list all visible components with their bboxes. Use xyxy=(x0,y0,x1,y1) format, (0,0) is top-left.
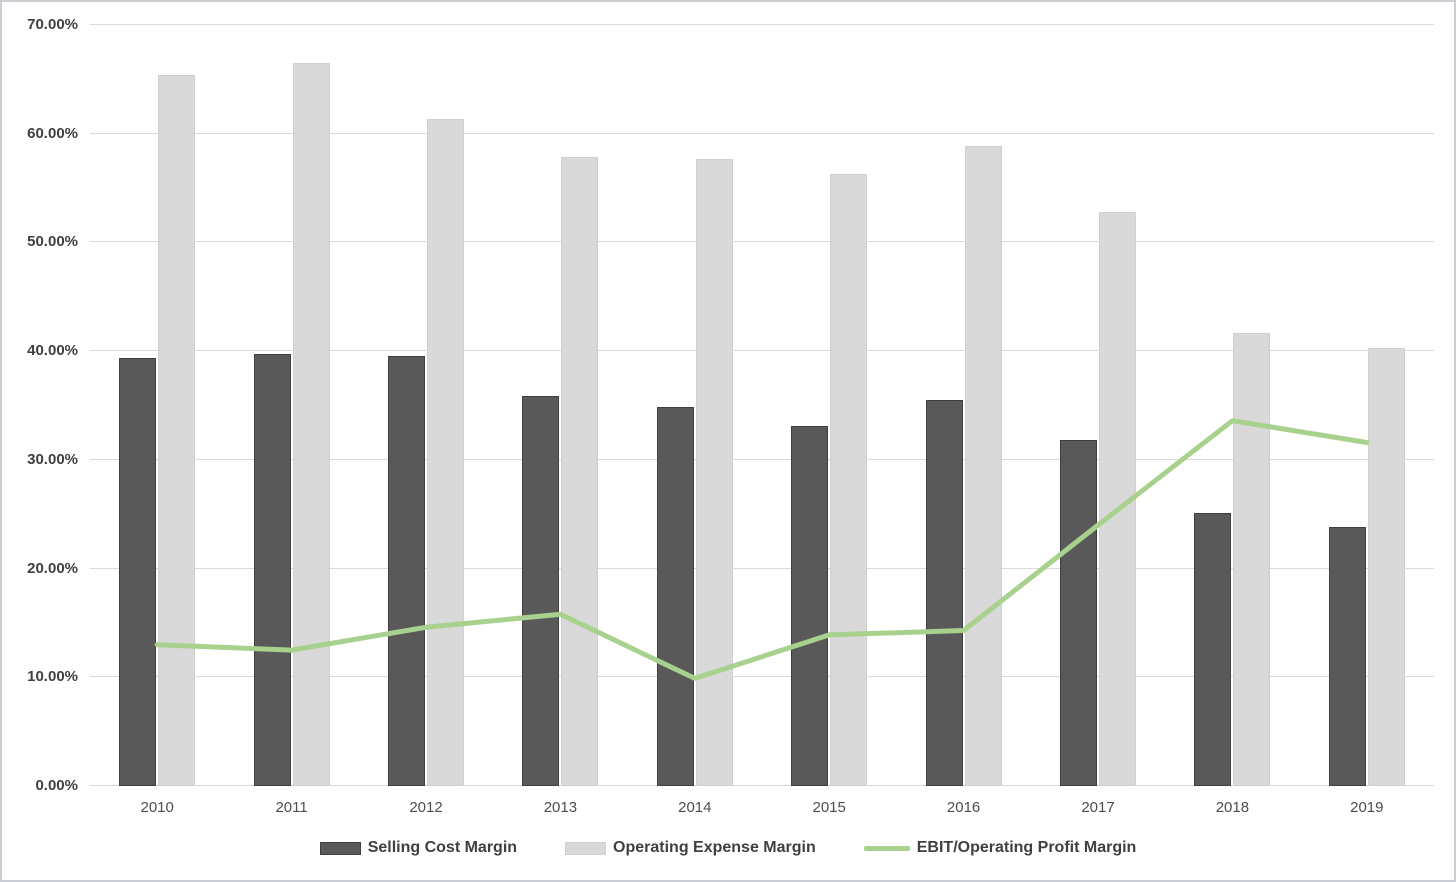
x-axis-label: 2015 xyxy=(812,799,846,816)
gridline xyxy=(90,24,1434,25)
y-axis-label: 30.00% xyxy=(27,450,78,468)
ebit-line xyxy=(154,418,1370,681)
legend-item: Selling Cost Margin xyxy=(319,839,518,857)
bar xyxy=(1194,513,1232,786)
x-axis-label: 2017 xyxy=(1081,799,1115,816)
bar xyxy=(1367,347,1405,786)
x-axis-label: 2019 xyxy=(1350,799,1384,816)
legend-bar-swatch-icon xyxy=(319,841,361,855)
legend-bar-swatch-icon xyxy=(565,841,607,855)
bar xyxy=(830,173,868,786)
legend-label: EBIT/Operating Profit Margin xyxy=(916,839,1137,856)
bar xyxy=(253,354,291,786)
bar xyxy=(1328,527,1366,786)
bar xyxy=(656,406,694,786)
legend-label: Operating Expense Margin xyxy=(613,839,816,856)
bar xyxy=(158,75,196,786)
bar xyxy=(292,63,330,786)
gridline xyxy=(90,676,1434,678)
legend-line-swatch-icon xyxy=(863,845,910,851)
bar xyxy=(119,357,157,786)
x-axis-label: 2013 xyxy=(543,799,578,816)
gridline xyxy=(90,458,1434,460)
legend-item: EBIT/Operating Profit Margin xyxy=(863,839,1137,857)
gridline xyxy=(90,350,1434,352)
y-axis-label: 50.00% xyxy=(27,233,78,251)
bar xyxy=(1060,440,1097,786)
bar xyxy=(925,400,963,786)
plot-area xyxy=(90,24,1434,786)
bar xyxy=(388,355,425,786)
bar xyxy=(1233,332,1271,786)
bar xyxy=(964,145,1002,786)
x-axis-label: 2016 xyxy=(946,799,981,816)
y-axis-label: 0.00% xyxy=(35,777,78,794)
x-axis-label: 2010 xyxy=(140,799,174,816)
line-layer xyxy=(154,418,1370,681)
bar xyxy=(427,118,464,786)
x-axis-label: 2012 xyxy=(409,799,443,816)
gridline xyxy=(90,132,1434,134)
y-axis-label: 10.00% xyxy=(27,668,78,686)
x-axis-label: 2011 xyxy=(275,799,308,816)
x-axis: 2010 2011 2012 2013 2014 2015 2016 2017 2018 2019 xyxy=(90,797,1434,823)
y-axis-label: 70.00% xyxy=(27,16,78,33)
legend-label: Selling Cost Margin xyxy=(367,839,518,856)
y-axis-label: 20.00% xyxy=(27,559,78,577)
legend-item: Operating Expense Margin xyxy=(565,839,816,857)
y-axis-label: 60.00% xyxy=(27,124,78,142)
bar xyxy=(791,426,829,786)
x-axis-label: 2018 xyxy=(1215,799,1250,816)
gridlines-and-bars-layer xyxy=(90,24,1434,786)
bar xyxy=(522,395,560,786)
y-axis: 0.00% 10.00% 20.00% 30.00% 40.00% 50.00% 60.00… xyxy=(2,16,78,794)
y-axis-label: 40.00% xyxy=(27,342,78,360)
legend: Selling Cost Margin Operating Expense Mar… xyxy=(2,839,1454,857)
bar xyxy=(695,158,733,786)
gridline xyxy=(90,241,1434,243)
bar xyxy=(561,156,599,786)
x-axis-label: 2014 xyxy=(678,799,712,816)
gridline xyxy=(90,567,1434,569)
gridline xyxy=(90,785,1434,786)
